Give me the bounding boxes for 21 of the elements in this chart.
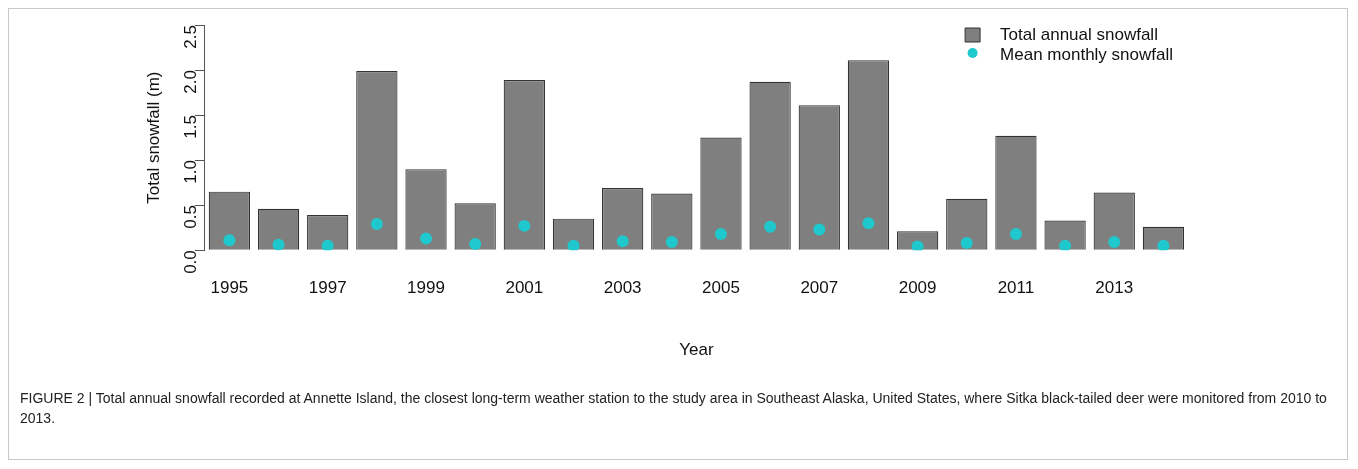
x-tick-label: 1999 (407, 278, 445, 298)
x-tick-label: 2009 (898, 278, 937, 298)
x-tick-label: 1997 (308, 278, 347, 298)
x-tick-label: 2013 (1095, 278, 1134, 298)
y-tick-label: 1.0 (181, 160, 201, 184)
x-tick-label: 2011 (997, 278, 1035, 298)
caption: FIGURE 2 | Total annual snowfall recorded at Annette Island, the closest long-term weather station to the study area in Southeast Alaska, United States, where Sitka black-tailed deer were monitored from 2010 to 2013. (20, 389, 1328, 428)
y-tick-label: 2.5 (181, 25, 201, 49)
x-tick-label: 2001 (505, 278, 544, 298)
x-tick-label: 2005 (702, 278, 740, 298)
legend-label: Total annual snowfall (1000, 24, 1158, 44)
y-axis-title: Total snowfall (m) (143, 71, 163, 204)
legend-label: Mean monthly snowfall (1000, 44, 1174, 64)
y-tick-label: 1.5 (181, 115, 201, 139)
x-axis-title: Year (679, 340, 714, 360)
x-tick-label: 2007 (800, 278, 839, 298)
y-tick-label: 0.0 (181, 250, 201, 274)
y-tick-label: 2.0 (181, 70, 201, 94)
x-tick-label: 1995 (210, 278, 249, 298)
x-tick-label: 2003 (603, 278, 642, 298)
y-tick-label: 0.5 (181, 205, 201, 229)
